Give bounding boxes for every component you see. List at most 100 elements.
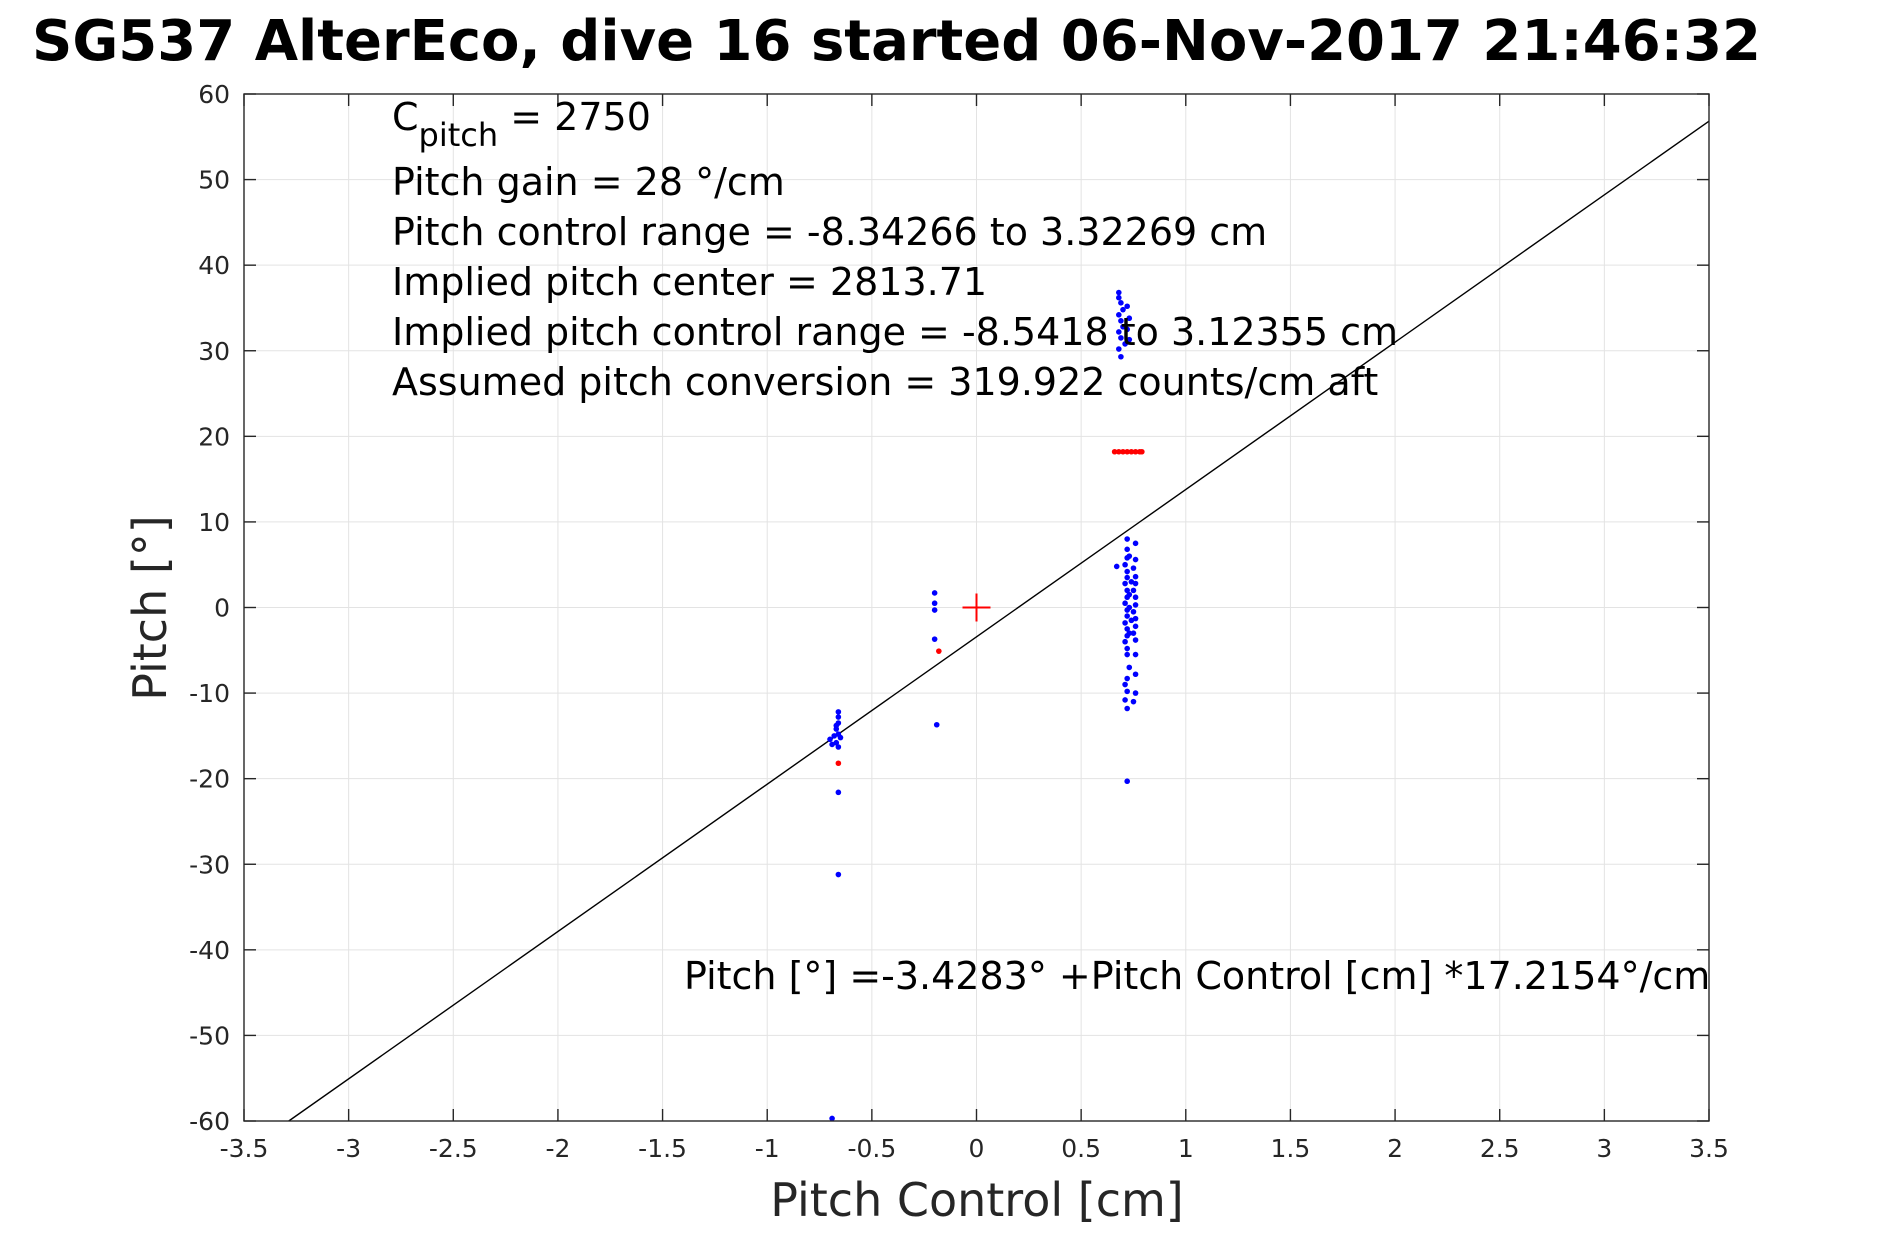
x-tick-label: -2.5 xyxy=(429,1134,478,1163)
x-tick-label: -1.5 xyxy=(638,1134,687,1163)
data-point-blue xyxy=(1126,336,1133,343)
data-point-blue xyxy=(1122,341,1128,347)
data-point-blue xyxy=(1126,664,1133,671)
data-point-blue xyxy=(933,721,940,728)
data-point-blue xyxy=(1124,705,1130,712)
annotation-c-pitch: Cpitch = 2750 xyxy=(392,95,651,154)
fit-line-layer xyxy=(288,120,1710,1122)
x-tick-label: 3 xyxy=(1596,1134,1612,1163)
data-point-blue xyxy=(931,600,938,607)
data-point-blue xyxy=(1122,697,1128,703)
data-point-blue xyxy=(1116,329,1122,335)
x-tick-label: -2 xyxy=(545,1134,570,1163)
data-point-blue xyxy=(1124,613,1130,619)
data-point-blue xyxy=(1113,563,1120,570)
data-point-blue xyxy=(1122,638,1128,645)
data-point-blue xyxy=(1124,326,1130,333)
data-point-red xyxy=(1128,448,1135,455)
x-tick-label: 3.5 xyxy=(1689,1134,1729,1163)
data-point-red xyxy=(1120,448,1126,455)
data-point-blue xyxy=(1124,568,1130,575)
data-point-blue xyxy=(1132,580,1139,587)
data-point-blue xyxy=(1126,604,1133,611)
c-pitch-symbol: C xyxy=(392,95,419,139)
data-point-blue xyxy=(1124,536,1130,542)
data-point-blue xyxy=(1128,617,1135,624)
data-point-blue xyxy=(1116,346,1122,352)
data-point-blue xyxy=(1122,681,1128,688)
data-point-blue xyxy=(835,714,842,720)
fit-equation-label: Pitch [°] =-3.4283° +Pitch Control [cm] … xyxy=(684,954,1710,998)
y-tick-label: 0 xyxy=(214,594,230,623)
data-point-blue xyxy=(835,744,842,750)
data-point-red xyxy=(1139,448,1145,455)
annotation-implied-pitch-control-range: Implied pitch control range = -8.5418 to… xyxy=(392,310,1398,354)
data-point-blue xyxy=(1132,623,1139,630)
y-tick-label: 50 xyxy=(198,166,230,195)
x-tick-label: 0.5 xyxy=(1061,1134,1101,1163)
c-pitch-subscript: pitch xyxy=(419,116,499,154)
data-point-blue xyxy=(1132,556,1139,563)
data-point-blue xyxy=(1132,690,1139,696)
data-point-blue xyxy=(1118,317,1124,324)
data-point-blue xyxy=(1130,565,1137,571)
data-point-blue xyxy=(1122,600,1128,607)
data-point-blue xyxy=(1122,620,1128,626)
data-points xyxy=(827,289,1145,1122)
data-point-blue xyxy=(1130,608,1137,615)
chart-title: SG537 AlterEco, dive 16 started 06-Nov-2… xyxy=(32,9,1761,74)
fit-line xyxy=(288,120,1710,1122)
data-point-blue xyxy=(1132,637,1139,643)
y-tick-label: -10 xyxy=(189,679,230,708)
data-point-blue xyxy=(1130,630,1137,636)
y-tick-label: -60 xyxy=(189,1107,230,1136)
data-point-blue xyxy=(1124,778,1130,785)
annotation-block: Cpitch = 2750 Pitch gain = 28 °/cm Pitch… xyxy=(392,95,1710,998)
data-point-blue xyxy=(1130,698,1137,705)
y-tick-label: -40 xyxy=(189,936,230,965)
data-point-blue xyxy=(1126,630,1133,636)
y-tick-label: -20 xyxy=(189,765,230,794)
annotation-implied-pitch-center: Implied pitch center = 2813.71 xyxy=(392,260,987,304)
data-point-blue xyxy=(1116,294,1122,301)
data-point-blue xyxy=(1122,580,1128,587)
x-tick-label: 1.5 xyxy=(1271,1134,1311,1163)
data-point-red xyxy=(1111,448,1118,455)
data-point-blue xyxy=(833,739,840,746)
y-tick-label: 20 xyxy=(198,422,230,451)
y-tick-label: -30 xyxy=(189,850,230,879)
data-point-blue xyxy=(1124,303,1130,310)
x-tick-label: 1 xyxy=(1178,1134,1194,1163)
axes xyxy=(243,93,1710,1122)
data-point-blue xyxy=(1130,587,1137,594)
data-point-blue xyxy=(1116,312,1122,318)
data-point-blue xyxy=(1118,353,1124,360)
x-tick-label: 2 xyxy=(1387,1134,1403,1163)
data-point-blue xyxy=(1124,587,1130,594)
data-point-red xyxy=(1124,448,1130,455)
data-point-blue xyxy=(1126,591,1133,598)
data-point-blue xyxy=(1126,315,1133,322)
data-point-blue xyxy=(1118,335,1124,341)
annotation-assumed-pitch-conversion: Assumed pitch conversion = 319.922 count… xyxy=(392,360,1378,404)
data-point-blue xyxy=(1126,553,1133,559)
x-axis-label: Pitch Control [cm] xyxy=(770,1173,1184,1227)
data-point-blue xyxy=(835,709,842,715)
grid-lines xyxy=(244,94,1709,1121)
data-point-blue xyxy=(1124,626,1130,632)
data-point-blue xyxy=(1132,615,1139,622)
data-point-blue xyxy=(1124,651,1130,658)
y-tick-label: 40 xyxy=(198,251,230,280)
annotation-pitch-control-range: Pitch control range = -8.34266 to 3.3226… xyxy=(392,210,1267,254)
data-point-red xyxy=(1116,448,1122,455)
data-point-blue xyxy=(835,789,842,796)
data-point-blue xyxy=(1132,573,1139,580)
data-point-blue xyxy=(1132,594,1139,601)
data-point-blue xyxy=(1120,306,1126,313)
center-marker-layer xyxy=(962,593,991,622)
x-tick-label: -0.5 xyxy=(847,1134,896,1163)
data-point-blue xyxy=(829,1115,835,1122)
x-tick-label: 2.5 xyxy=(1480,1134,1520,1163)
data-point-blue xyxy=(931,590,938,596)
x-tick-label: -1 xyxy=(755,1134,780,1163)
